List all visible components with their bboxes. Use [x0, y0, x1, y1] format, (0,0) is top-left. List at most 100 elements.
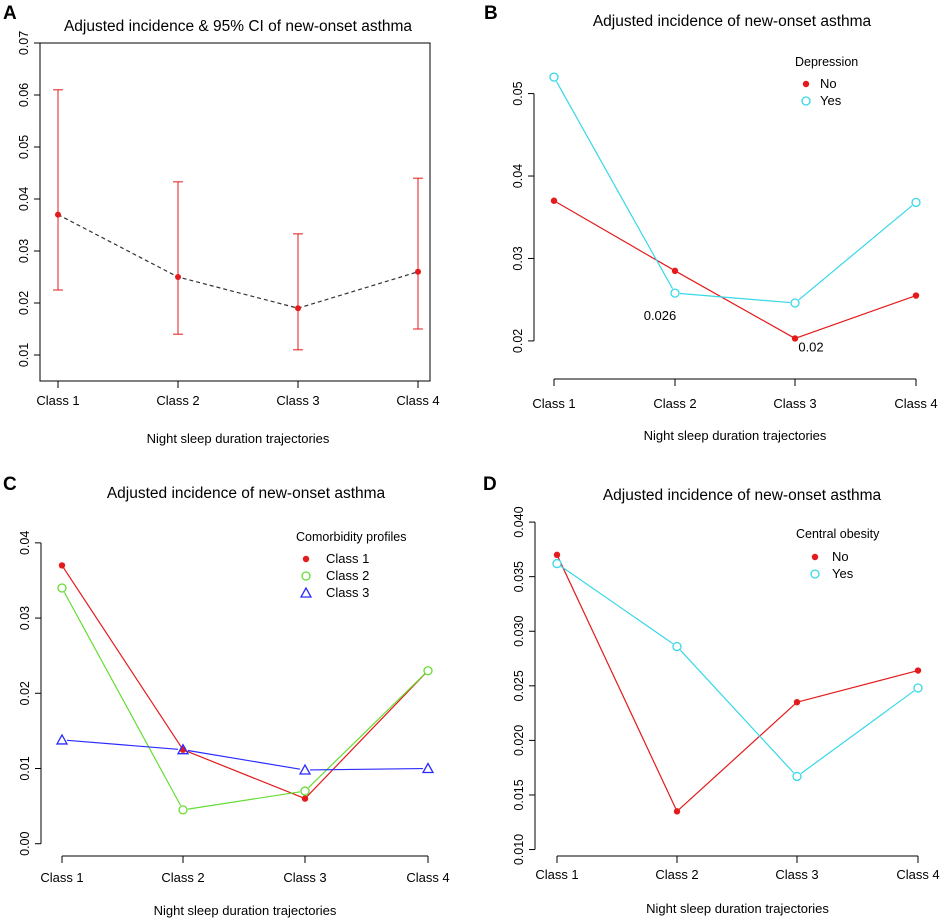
legend-label: No — [832, 549, 849, 564]
data-point — [55, 733, 69, 745]
y-tick-label: 0.010 — [512, 834, 526, 865]
x-tick-label: Class 3 — [276, 393, 319, 408]
series-yes — [552, 558, 923, 782]
y-tick-label: 0.01 — [18, 756, 32, 780]
series-line-segment — [798, 205, 913, 301]
x-tick-label: Class 3 — [775, 867, 818, 882]
y-tick-label: 0.04 — [511, 164, 525, 188]
data-point — [175, 274, 181, 280]
x-tick-label: Class 2 — [653, 396, 696, 411]
series-line — [57, 214, 419, 309]
series-line-segment — [679, 292, 791, 304]
x-axis-label: Night sleep duration trajectories — [646, 901, 829, 916]
series-line-segment — [66, 739, 179, 750]
data-point — [673, 808, 681, 815]
y-tick-label: 0.015 — [512, 779, 526, 810]
y-tick-label: 0.03 — [511, 246, 525, 270]
data-point — [672, 641, 682, 652]
legend-marker — [302, 555, 310, 563]
y-tick-label: 0.025 — [512, 670, 526, 701]
panel-letter: D — [483, 474, 497, 495]
y-tick-label: 0.03 — [18, 606, 32, 630]
x-tick-label: Class 4 — [896, 867, 939, 882]
y-tick-label: 0.00 — [18, 832, 32, 856]
y-tick-label: 0.05 — [17, 135, 31, 159]
data-point — [670, 288, 680, 298]
data-point — [57, 583, 67, 593]
data-label: 0.02 — [798, 339, 823, 354]
legend: Depression No Yes — [795, 55, 858, 108]
series-line-segment — [799, 670, 916, 703]
legend-marker — [299, 586, 313, 598]
data-point — [793, 698, 801, 706]
legend-label: Class 2 — [326, 568, 369, 583]
series-line-segment — [679, 649, 795, 774]
x-axis-label: Night sleep duration trajectories — [644, 428, 827, 443]
x-tick-label: Class 1 — [36, 393, 79, 408]
data-point — [295, 305, 301, 312]
data-point — [58, 562, 66, 569]
series-line-segment — [557, 557, 677, 809]
series-line-segment — [185, 750, 303, 799]
y-tick-label: 0.04 — [18, 531, 32, 555]
panel-c: C Adjusted incidence of new-onset asthma 0… — [3, 474, 450, 918]
y-tick-label: 0.03 — [17, 239, 31, 263]
series-class-3 — [55, 733, 435, 775]
series-line-segment — [187, 749, 301, 770]
data-point — [913, 683, 923, 693]
series-yes — [549, 72, 921, 308]
panel-letter: C — [3, 474, 17, 495]
data-point — [552, 558, 562, 569]
data-point — [178, 805, 188, 815]
x-tick-label: Class 1 — [532, 396, 575, 411]
data-point — [790, 298, 800, 308]
y-tick-label: 0.02 — [17, 291, 31, 315]
y-tick-label: 0.02 — [18, 681, 32, 705]
panel-d: D Adjusted incidence of new-onset asthma 0… — [483, 474, 940, 916]
series-line-segment — [63, 592, 182, 806]
data-point — [671, 267, 679, 275]
legend-marker — [301, 571, 311, 581]
data-point — [791, 335, 799, 342]
y-tick-label: 0.04 — [17, 187, 31, 211]
legend-label: Class 3 — [326, 585, 369, 600]
panel-a: A Adjusted incidence & 95% CI of new-onse… — [3, 3, 440, 446]
series-line-segment — [63, 567, 182, 748]
data-point — [301, 795, 309, 802]
x-tick-label: Class 1 — [535, 867, 578, 882]
series-line-segment — [800, 690, 915, 774]
data-point — [914, 667, 922, 674]
y-tick-label: 0.05 — [511, 81, 525, 105]
y-tick-label: 0.035 — [512, 561, 526, 592]
series-estimate — [53, 89, 423, 351]
data-point — [549, 72, 559, 82]
data-point — [553, 551, 561, 559]
series-line-segment — [678, 703, 796, 810]
chart-title: Adjusted incidence of new-onset asthma — [107, 485, 386, 502]
y-tick-label: 0.01 — [17, 343, 31, 367]
x-tick-label: Class 4 — [406, 870, 449, 885]
legend-title: Depression — [795, 55, 858, 69]
panel-letter: A — [3, 3, 17, 24]
series-class-1 — [58, 562, 432, 802]
data-point — [550, 197, 558, 204]
y-tick-label: 0.06 — [17, 83, 31, 107]
x-tick-label: Class 2 — [156, 393, 199, 408]
x-tick-label: Class 3 — [283, 870, 326, 885]
panel-letter: B — [484, 3, 498, 24]
legend: Central obesity No Yes — [796, 527, 880, 581]
chart-title: Adjusted incidence of new-onset asthma — [593, 13, 872, 30]
series-class-2 — [57, 583, 433, 815]
series-line-segment — [556, 201, 673, 270]
series-line-segment — [555, 81, 674, 290]
data-point — [300, 786, 310, 796]
series-line-segment — [560, 565, 674, 645]
series-line-segment — [309, 767, 424, 771]
legend-marker — [802, 80, 810, 88]
legend-marker — [811, 553, 819, 561]
data-point — [423, 666, 433, 676]
chart-title: Adjusted incidence & 95% CI of new-onset… — [64, 18, 412, 35]
y-tick-label: 0.07 — [17, 31, 31, 55]
x-tick-label: Class 3 — [773, 396, 816, 411]
